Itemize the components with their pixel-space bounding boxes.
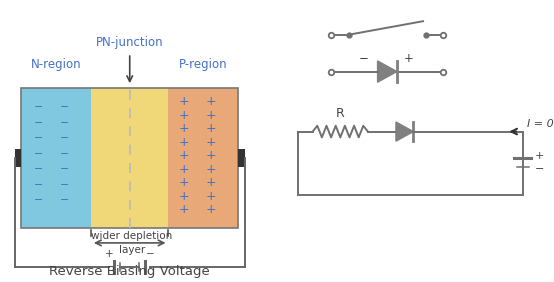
Text: +: +: [178, 149, 189, 162]
Text: −: −: [359, 52, 369, 65]
Text: +: +: [105, 249, 114, 259]
Text: +: +: [206, 163, 217, 176]
Text: −: −: [60, 164, 70, 174]
Text: −: −: [34, 149, 43, 159]
Text: +: +: [178, 136, 189, 149]
Text: −: −: [34, 118, 43, 128]
Bar: [91, 88, 168, 228]
Text: −: −: [60, 149, 70, 159]
Text: R: R: [336, 107, 345, 120]
Text: wider depletion: wider depletion: [91, 231, 172, 241]
Text: −: −: [34, 180, 43, 190]
Text: −: −: [60, 118, 70, 128]
Text: +: +: [206, 122, 217, 135]
Text: −: −: [60, 102, 70, 112]
Text: +: +: [206, 109, 217, 122]
Text: +: +: [206, 149, 217, 162]
Text: −: −: [34, 195, 43, 205]
Bar: [21, 88, 91, 228]
Text: +: +: [178, 95, 189, 108]
Text: +: +: [206, 95, 217, 108]
Text: −: −: [34, 133, 43, 143]
Text: P-region: P-region: [179, 58, 228, 70]
Polygon shape: [396, 122, 413, 141]
Text: layer: layer: [119, 245, 145, 255]
Text: PN-junction: PN-junction: [96, 36, 163, 49]
Text: +: +: [178, 163, 189, 176]
Text: +: +: [535, 151, 544, 161]
Text: +: +: [178, 190, 189, 203]
Text: +: +: [178, 122, 189, 135]
Text: +: +: [178, 109, 189, 122]
Text: I = 0: I = 0: [527, 119, 553, 129]
Text: +: +: [178, 204, 189, 217]
Text: −: −: [146, 249, 155, 259]
Bar: [238, 149, 245, 167]
Bar: [168, 88, 238, 228]
Text: Reverse Biasing Voltage: Reverse Biasing Voltage: [49, 265, 210, 278]
Text: −: −: [60, 195, 70, 205]
Text: +: +: [206, 190, 217, 203]
Text: +: +: [206, 176, 217, 190]
Bar: [14, 149, 21, 167]
Text: −: −: [535, 164, 544, 174]
Text: +: +: [206, 204, 217, 217]
Text: N-region: N-region: [31, 58, 81, 70]
Bar: [21, 88, 238, 228]
Text: +: +: [206, 136, 217, 149]
Polygon shape: [378, 61, 397, 82]
Text: −: −: [34, 102, 43, 112]
Text: +: +: [404, 52, 413, 65]
Text: −: −: [34, 164, 43, 174]
Text: +: +: [178, 176, 189, 190]
Text: −: −: [60, 133, 70, 143]
Text: −: −: [60, 180, 70, 190]
